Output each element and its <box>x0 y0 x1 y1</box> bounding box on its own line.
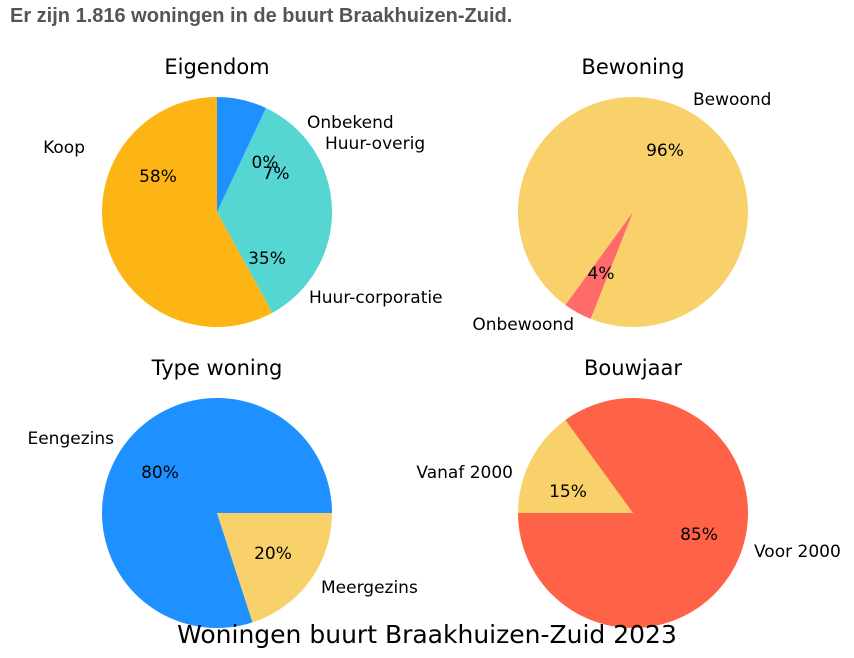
pie-slice-huur-corporatie <box>217 107 333 313</box>
chart-title: Bouwjaar <box>584 356 682 380</box>
slice-label: Meergezins <box>321 578 418 598</box>
slice-percent-label: 80% <box>141 463 179 483</box>
chart-title: Bewoning <box>581 55 684 79</box>
slice-label: Onbekend <box>307 113 394 133</box>
pie-slice-voor-2000 <box>518 397 749 628</box>
pie-slice-vanaf-2000 <box>517 419 633 513</box>
pie-chart-1: Bewoning Bewoond Onbewoond 96% 4% <box>472 55 771 335</box>
slice-label: Onbewoond <box>472 315 574 335</box>
slice-percent-label: 20% <box>254 544 292 564</box>
slice-percent-label: 58% <box>139 167 177 187</box>
slice-percent-label: 7% <box>263 164 290 184</box>
slice-label: Voor 2000 <box>754 542 841 562</box>
slice-label: Koop <box>43 138 85 158</box>
chart-title: Eigendom <box>164 55 269 79</box>
pie-slice-huur-overig <box>217 97 266 212</box>
slice-percent-label: 4% <box>588 264 615 284</box>
chart-title: Type woning <box>151 356 283 380</box>
pie-chart-2: Type woning Eengezins Meergezins 80% 20% <box>27 356 418 628</box>
pie-chart-0: Eigendom Koop Huur-corporatie Huur-overigOn… <box>43 55 443 327</box>
pie-slice-onbewoond <box>565 212 633 319</box>
pie-chart-3: Bouwjaar Vanaf 2000 Voor 2000 15% 85% <box>416 356 841 628</box>
pie-slice-eengezins <box>101 397 332 628</box>
slice-percent-label: 96% <box>646 141 684 161</box>
slice-percent-label: 0% <box>252 153 279 173</box>
figure-title: Woningen buurt Braakhuizen-Zuid 2023 <box>177 620 677 649</box>
slice-label: Huur-overig <box>325 134 425 154</box>
slice-percent-label: 35% <box>248 249 286 269</box>
slice-label: Vanaf 2000 <box>416 463 513 483</box>
slice-label: Eengezins <box>27 429 114 449</box>
pie-slice-bewoond <box>517 96 748 327</box>
page-header: Er zijn 1.816 woningen in de buurt Braak… <box>10 5 513 27</box>
slice-label: Huur-corporatie <box>309 288 443 308</box>
slice-label: Bewoond <box>693 90 771 110</box>
slice-percent-label: 85% <box>680 525 718 545</box>
pie-slice-koop <box>102 97 273 327</box>
pie-slice-meergezins <box>217 513 332 623</box>
slice-percent-label: 15% <box>549 482 587 502</box>
